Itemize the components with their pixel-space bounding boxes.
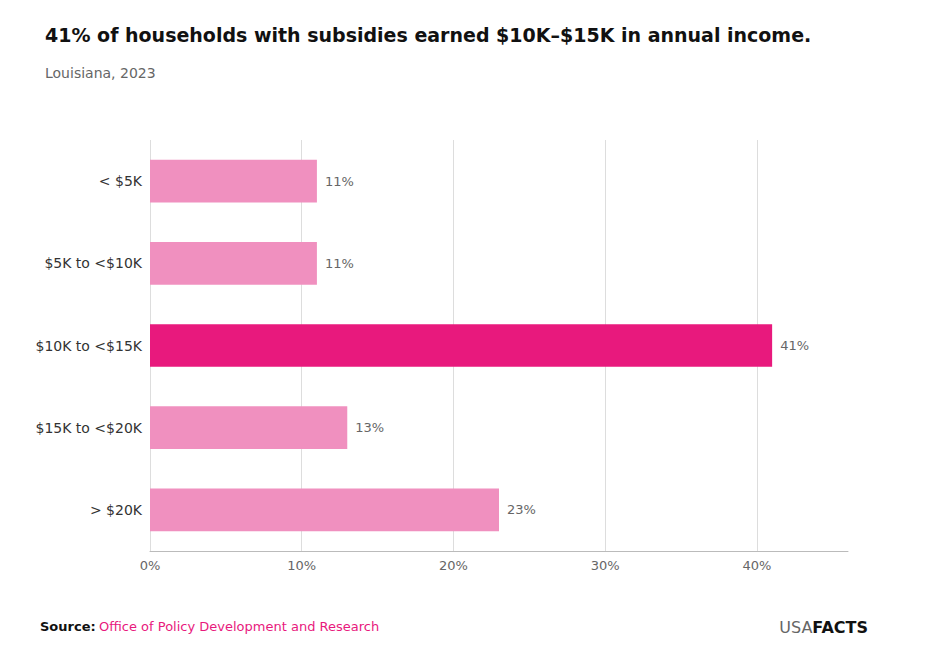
svg-text:$5K to <$10K: $5K to <$10K	[44, 255, 142, 271]
svg-text:23%: 23%	[507, 502, 536, 517]
svg-text:20%: 20%	[439, 558, 468, 573]
svg-text:$15K to <$20K: $15K to <$20K	[36, 420, 143, 436]
svg-text:USA: USA	[779, 618, 812, 637]
svg-text:41% of households with subsidi: 41% of households with subsidies earned …	[45, 24, 811, 46]
svg-text:10%: 10%	[287, 558, 316, 573]
svg-text:30%: 30%	[591, 558, 620, 573]
svg-text:FACTS: FACTS	[812, 618, 868, 637]
svg-text:< $5K: < $5K	[99, 173, 143, 189]
svg-text:Source:: Source:	[40, 619, 96, 634]
svg-text:11%: 11%	[325, 256, 354, 271]
svg-text:11%: 11%	[325, 174, 354, 189]
svg-text:41%: 41%	[780, 338, 809, 353]
svg-text:13%: 13%	[355, 420, 384, 435]
svg-text:0%: 0%	[140, 558, 161, 573]
svg-text:Louisiana, 2023: Louisiana, 2023	[45, 65, 156, 81]
svg-text:40%: 40%	[743, 558, 772, 573]
svg-text:Office of Policy Development a: Office of Policy Development and Researc…	[99, 619, 379, 634]
svg-text:$10K to <$15K: $10K to <$15K	[36, 338, 143, 354]
svg-text:> $20K: > $20K	[90, 502, 143, 518]
